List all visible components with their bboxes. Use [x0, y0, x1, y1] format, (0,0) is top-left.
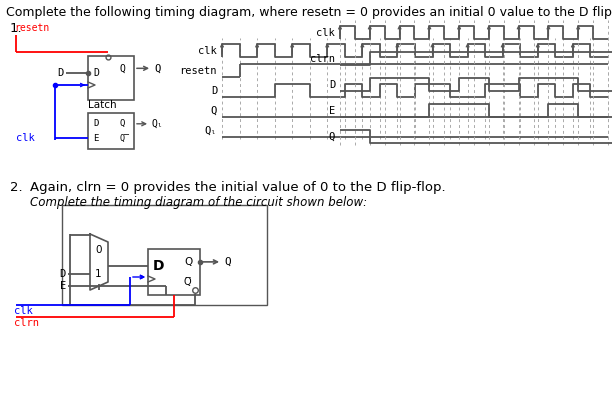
Text: Q: Q — [184, 257, 192, 267]
Bar — [62, 205, 267, 305]
Text: Latch: Latch — [88, 100, 117, 110]
Text: 1: 1 — [95, 269, 102, 279]
Text: D: D — [329, 79, 335, 90]
Text: E: E — [93, 134, 99, 143]
Text: D: D — [57, 68, 63, 78]
Text: D: D — [93, 119, 99, 128]
Text: clk: clk — [14, 306, 33, 316]
Bar — [88, 56, 134, 100]
Text: resetn: resetn — [179, 66, 217, 75]
Text: E: E — [329, 105, 335, 115]
Text: Q: Q — [120, 63, 126, 73]
Text: Q: Q — [329, 132, 335, 141]
Text: E: E — [60, 281, 66, 291]
Text: resetn: resetn — [14, 23, 49, 33]
Text: Q: Q — [119, 119, 124, 128]
Text: D: D — [60, 269, 66, 279]
Text: Q̅: Q̅ — [184, 277, 192, 287]
Bar — [88, 113, 134, 149]
Text: Qₗ: Qₗ — [152, 119, 164, 129]
Text: Again, clrn = 0 provides the initial value of 0 to the D flip-flop.: Again, clrn = 0 provides the initial val… — [30, 181, 446, 194]
Text: D: D — [93, 68, 99, 78]
Text: clk: clk — [316, 28, 335, 38]
Text: 2.: 2. — [10, 181, 23, 194]
Text: Complete the timing diagram of the circuit shown below:: Complete the timing diagram of the circu… — [30, 196, 367, 209]
Text: clrn: clrn — [14, 318, 39, 328]
Text: clrn: clrn — [310, 53, 335, 64]
Text: Q̅: Q̅ — [119, 134, 129, 143]
Text: D: D — [211, 85, 217, 96]
Text: Q: Q — [154, 63, 160, 73]
Text: clk: clk — [198, 45, 217, 55]
Text: D: D — [153, 260, 165, 273]
Text: Qₗ: Qₗ — [204, 126, 217, 136]
Text: Q: Q — [224, 257, 231, 267]
Text: Complete the following timing diagram, where resetn = 0 provides an initial 0 va: Complete the following timing diagram, w… — [6, 6, 612, 19]
Text: 0: 0 — [95, 245, 102, 255]
Text: 1.: 1. — [10, 22, 23, 35]
Text: clk: clk — [16, 133, 35, 143]
Text: Q: Q — [211, 105, 217, 115]
Bar — [148, 249, 200, 295]
